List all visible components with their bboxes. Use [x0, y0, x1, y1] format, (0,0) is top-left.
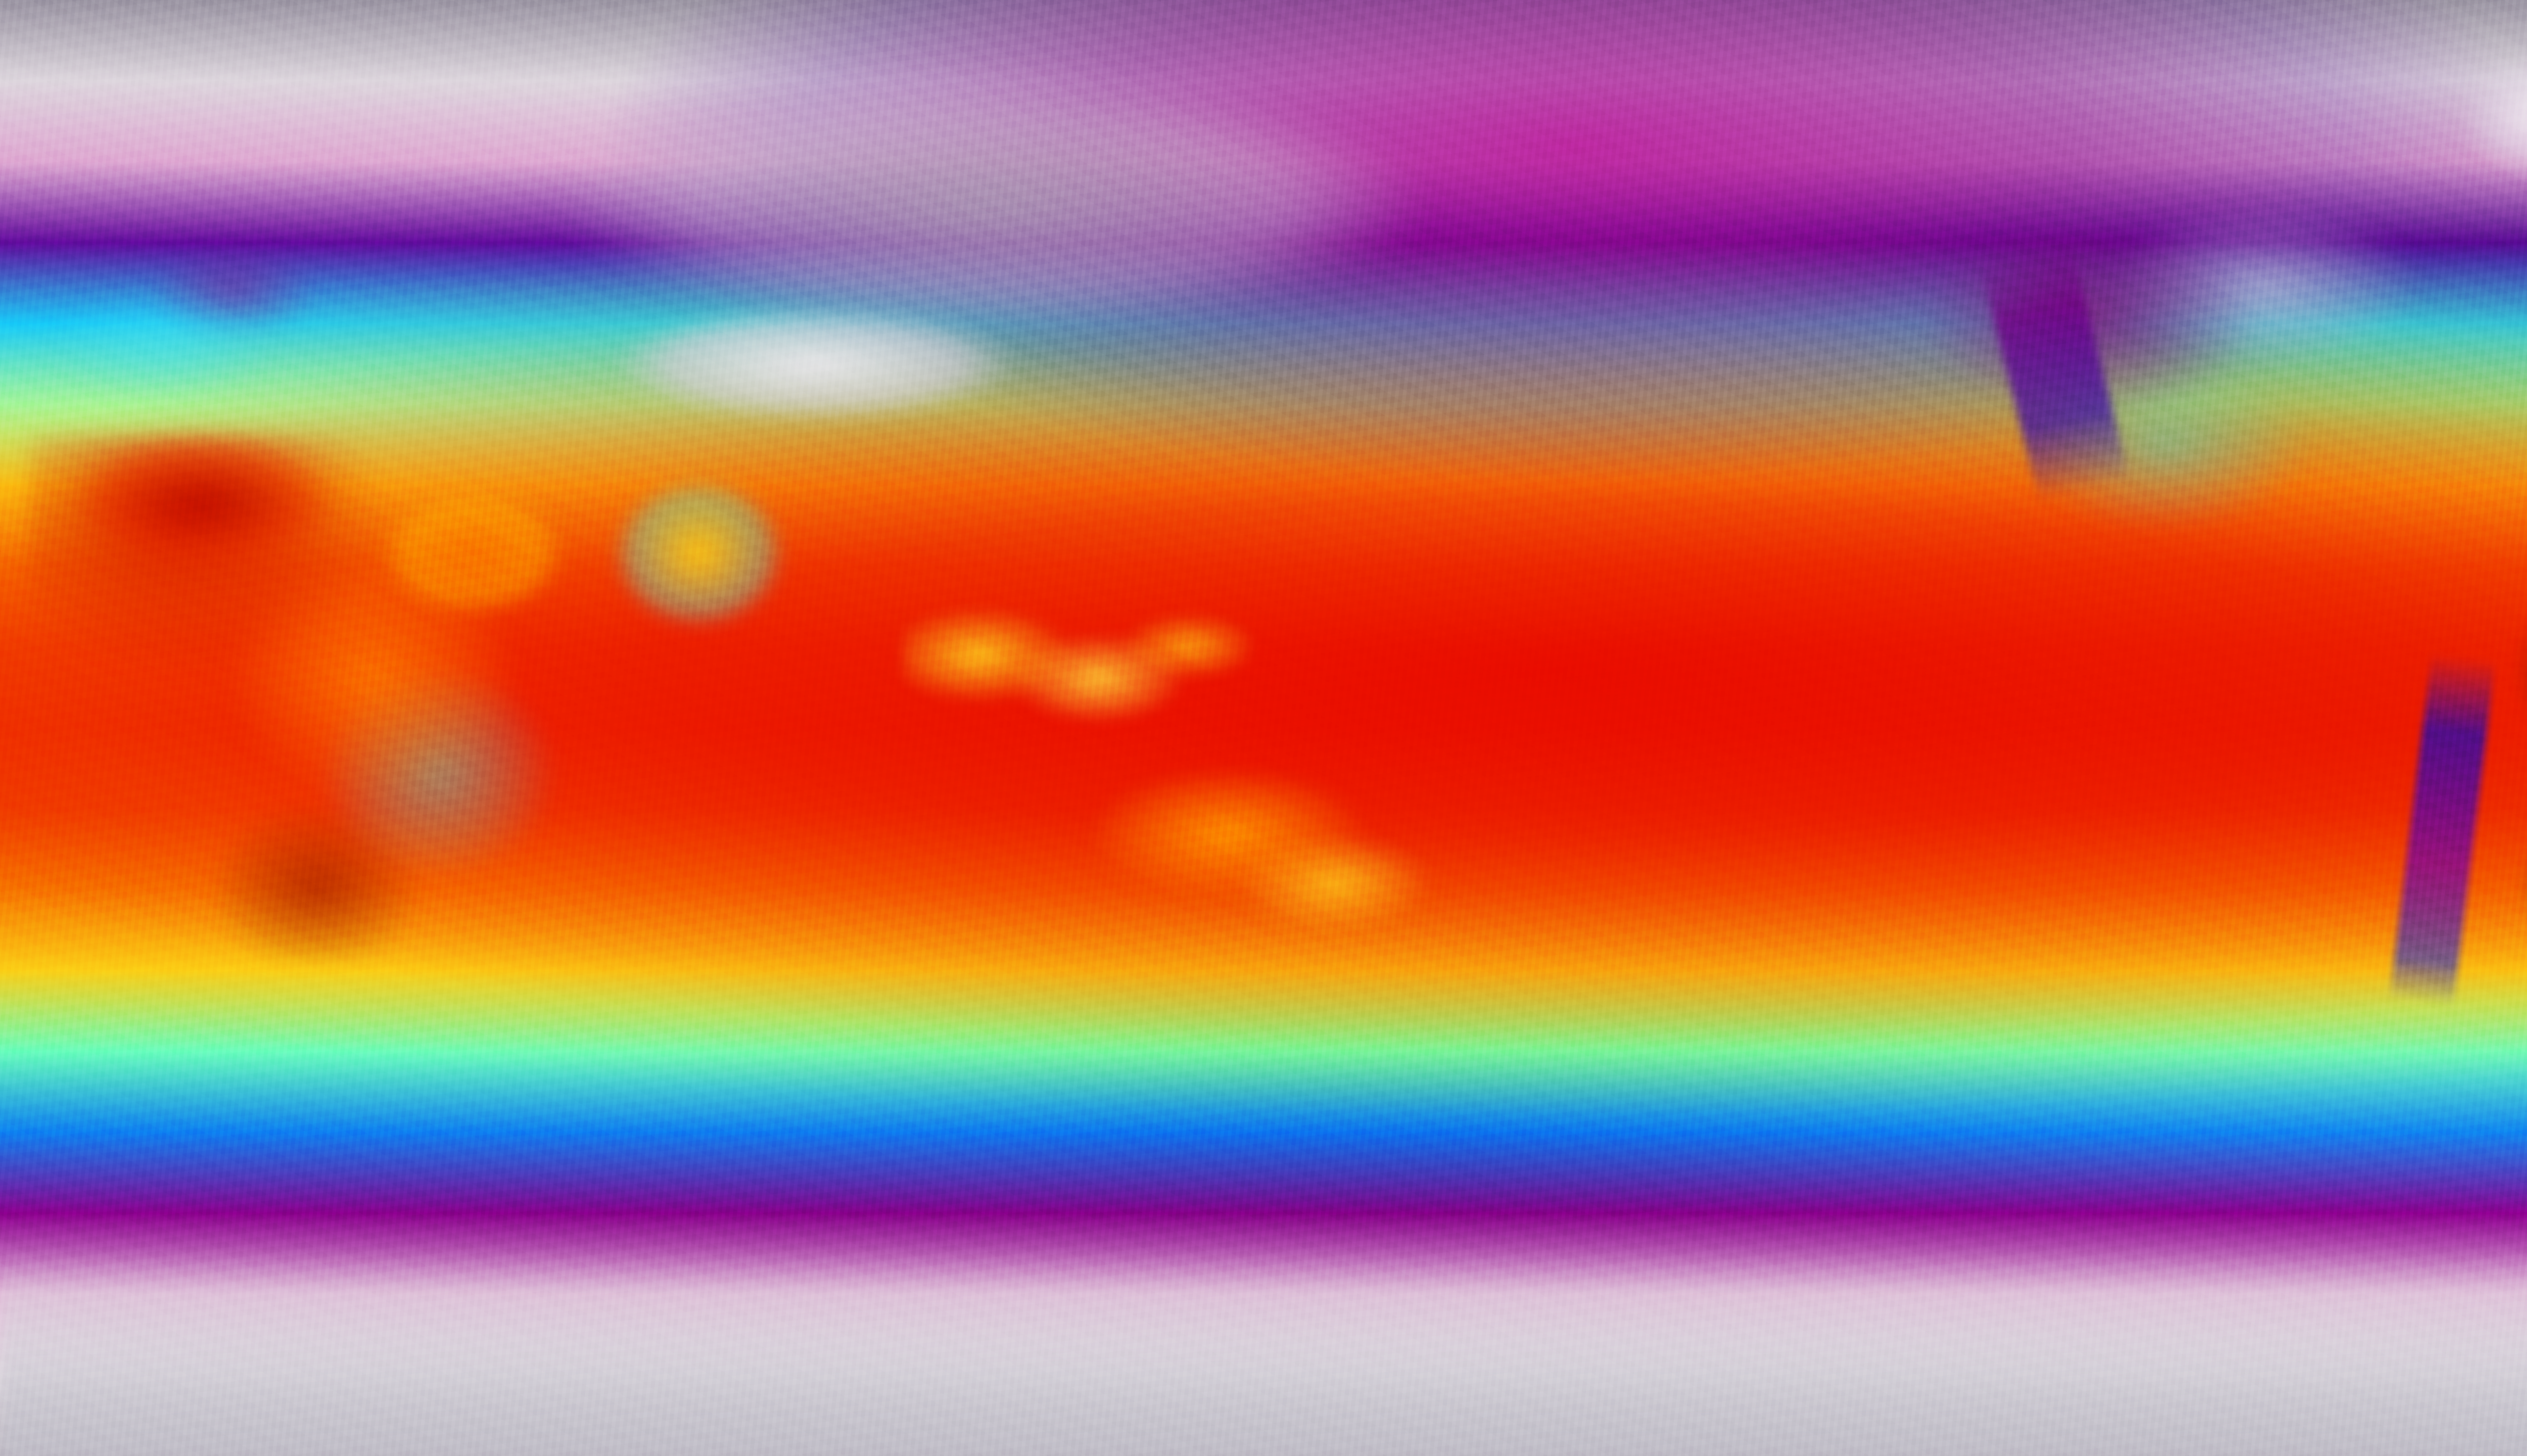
region-sahara	[43, 422, 364, 583]
region-antarctica	[0, 1252, 2527, 1456]
region-europe	[14, 247, 335, 422]
region-indonesia	[902, 597, 1252, 743]
region-arabian-peninsula	[364, 480, 582, 626]
region-india	[596, 465, 801, 641]
region-australia	[1077, 757, 1456, 961]
region-greenland	[2445, 43, 2527, 190]
region-tibetan-plateau	[582, 298, 1048, 430]
